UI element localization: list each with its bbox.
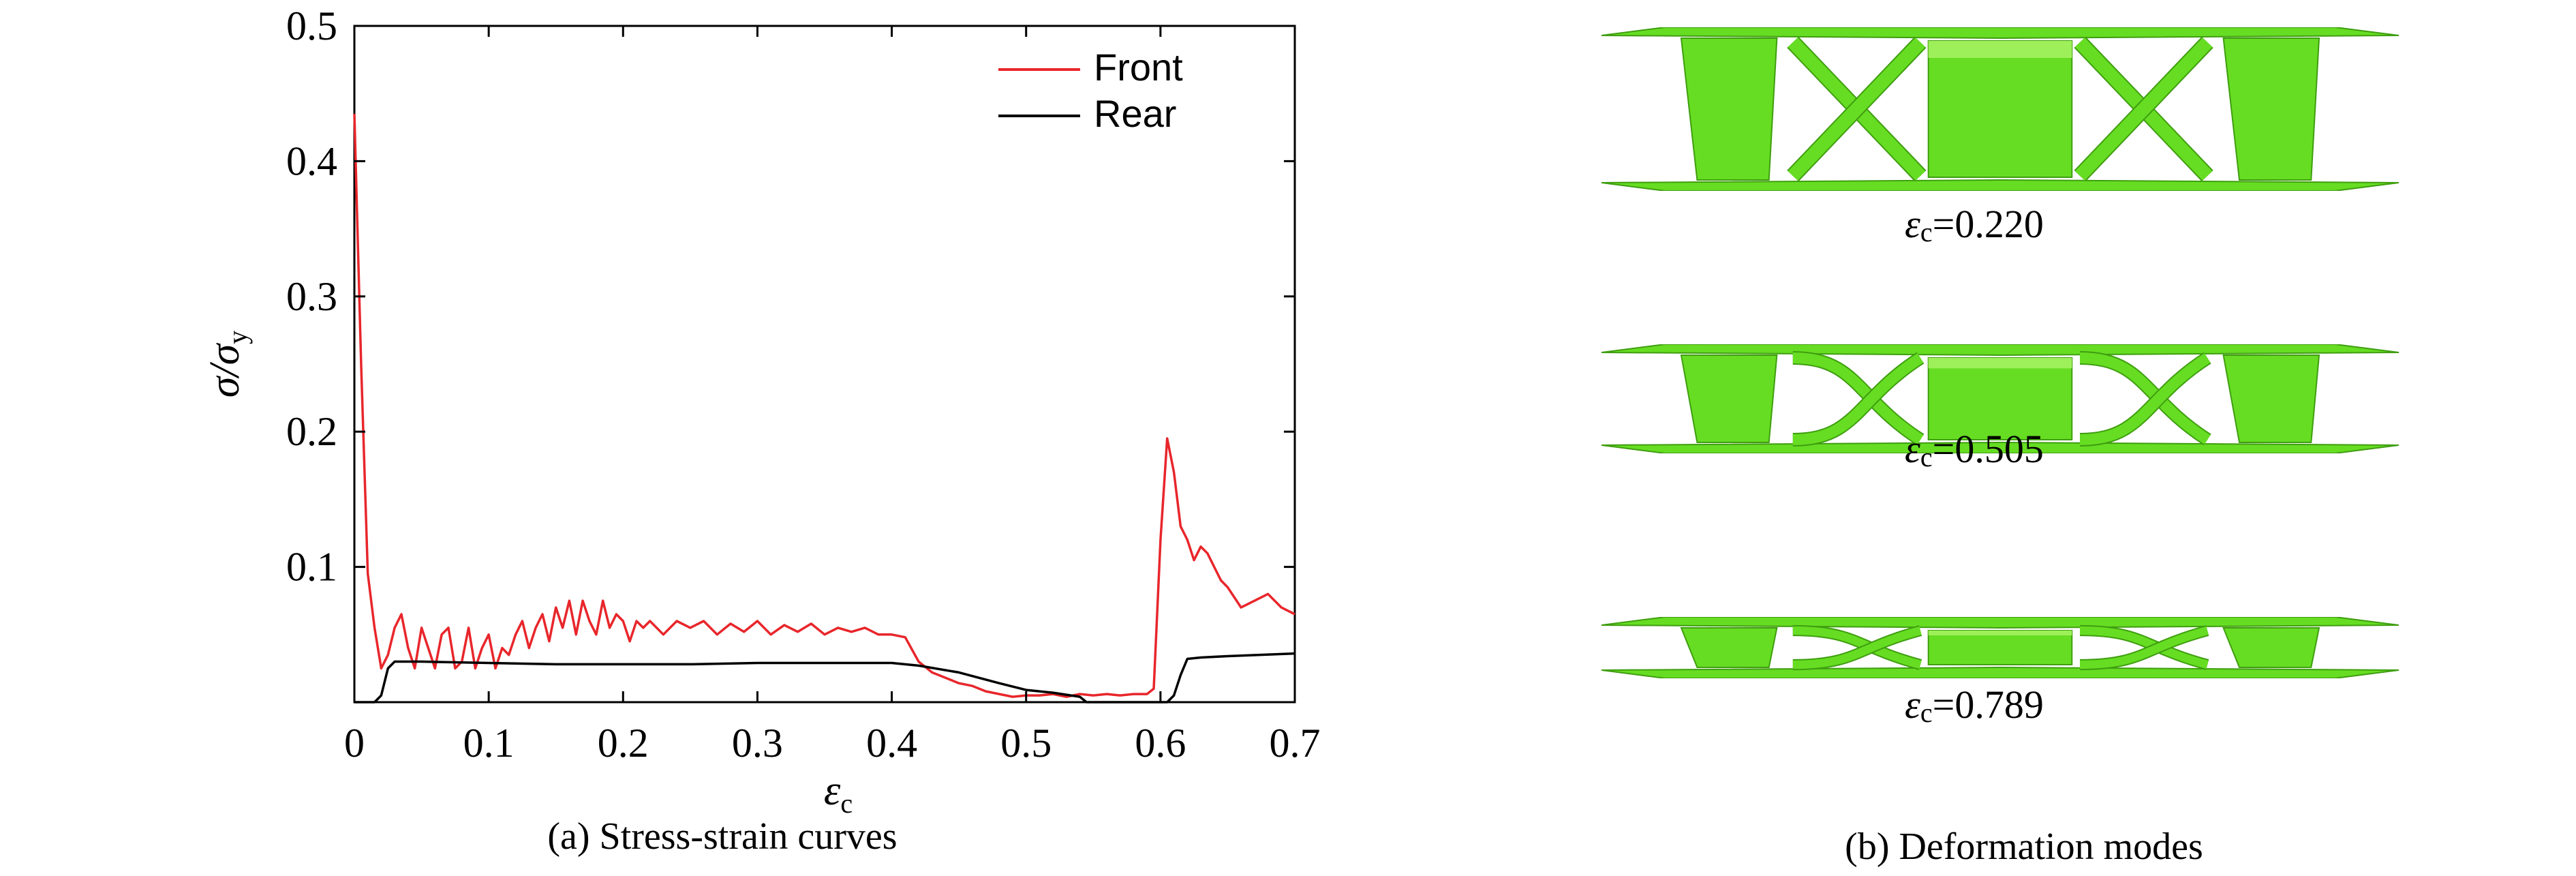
- lattice-strut: [2079, 353, 2211, 445]
- strain-subscript: c: [1920, 442, 1933, 472]
- x-tick-label: 0.7: [1270, 721, 1321, 766]
- center-panel-highlight: [1928, 358, 2072, 369]
- strain-value: =0.220: [1932, 202, 2044, 246]
- lattice-structure-graphic: [1601, 344, 2399, 454]
- chart-labels: εc σ/σy: [202, 331, 853, 819]
- deformation-structure-mid: [1601, 344, 2399, 454]
- strain-label-mid: εc=0.505: [1905, 426, 2044, 473]
- chart-plot-area: [353, 25, 1296, 704]
- lattice-strut: [2074, 37, 2213, 181]
- side-panel: [2222, 627, 2320, 668]
- bottom-face-sheet: [1601, 666, 2399, 679]
- x-axis-subscript: c: [840, 788, 853, 819]
- strain-value: =0.789: [1932, 682, 2044, 727]
- x-tick-label: 0.6: [1135, 721, 1186, 766]
- legend-label-front: Front: [1094, 46, 1183, 89]
- x-axis-symbol: ε: [824, 768, 841, 814]
- center-panel-highlight: [1928, 631, 2072, 635]
- lattice-strut: [1792, 353, 1924, 445]
- y-axis-label: σ/σy: [202, 331, 253, 397]
- bottom-face-sheet: [1601, 179, 2399, 192]
- strain-symbol: ε: [1905, 202, 1920, 246]
- lattice-strut: [2079, 626, 2209, 669]
- side-panel: [2222, 354, 2320, 443]
- strain-symbol: ε: [1905, 427, 1920, 471]
- strain-subscript: c: [1920, 217, 1933, 247]
- side-panel: [2222, 37, 2320, 181]
- chart-ticks: 0 0.1 0.2 0.3 0.4 0.5 0.6 0.7 0.1 0.2 0.3 0.4 0.5: [286, 3, 1321, 766]
- x-tick-label: 0: [344, 721, 365, 766]
- top-face-sheet: [1601, 344, 2399, 357]
- lattice-strut: [2079, 626, 2209, 669]
- lattice-strut: [1788, 37, 1926, 181]
- chart-series-group: [353, 113, 1295, 704]
- plot-frame: [353, 25, 1296, 704]
- lattice-strut: [2079, 352, 2211, 444]
- y-tick-label: 0.3: [286, 274, 337, 319]
- x-tick-label: 0.1: [463, 721, 515, 766]
- strain-subscript: c: [1920, 697, 1933, 728]
- caption-deformation-modes: (b) Deformation modes: [1845, 826, 2203, 868]
- caption-stress-strain: (a) Stress-strain curves: [547, 815, 898, 858]
- center-panel-highlight: [1928, 41, 2072, 58]
- strain-symbol: ε: [1905, 682, 1920, 727]
- center-panel: [1927, 630, 2073, 665]
- side-panel: [1680, 354, 1778, 443]
- series-line-rear: [354, 652, 1295, 704]
- top-face-sheet: [1601, 27, 2399, 40]
- x-axis-label: εc: [824, 768, 853, 819]
- y-tick-label: 0.5: [286, 3, 337, 48]
- legend-label-rear: Rear: [1094, 92, 1176, 135]
- x-tick-label: 0.2: [598, 721, 649, 766]
- side-panel: [1680, 627, 1778, 668]
- lattice-strut: [1792, 626, 1922, 669]
- center-panel: [1927, 40, 2073, 178]
- strain-label-late: εc=0.789: [1905, 682, 2044, 729]
- lattice-structure-graphic: [1601, 616, 2399, 679]
- lattice-strut: [1792, 352, 1924, 444]
- x-tick-label: 0.3: [732, 721, 783, 766]
- lattice-structure-graphic: [1601, 27, 2399, 192]
- lattice-strut: [1792, 626, 1922, 669]
- side-panel: [1680, 37, 1778, 181]
- y-axis-symbol: σ/σ: [202, 342, 248, 397]
- y-tick-label: 0.1: [286, 545, 337, 590]
- deformation-structure-early: [1601, 27, 2399, 192]
- strain-value: =0.505: [1932, 427, 2044, 471]
- top-face-sheet: [1601, 616, 2399, 629]
- center-panel: [1927, 357, 2073, 440]
- y-tick-label: 0.4: [286, 138, 337, 183]
- x-tick-label: 0.5: [1000, 721, 1052, 766]
- deformation-structure-late: [1601, 616, 2399, 679]
- strain-label-early: εc=0.220: [1905, 201, 2044, 248]
- x-tick-label: 0.4: [866, 721, 917, 766]
- y-axis-subscript: y: [222, 331, 253, 344]
- series-line-front: [353, 113, 1295, 698]
- y-tick-label: 0.2: [286, 409, 337, 454]
